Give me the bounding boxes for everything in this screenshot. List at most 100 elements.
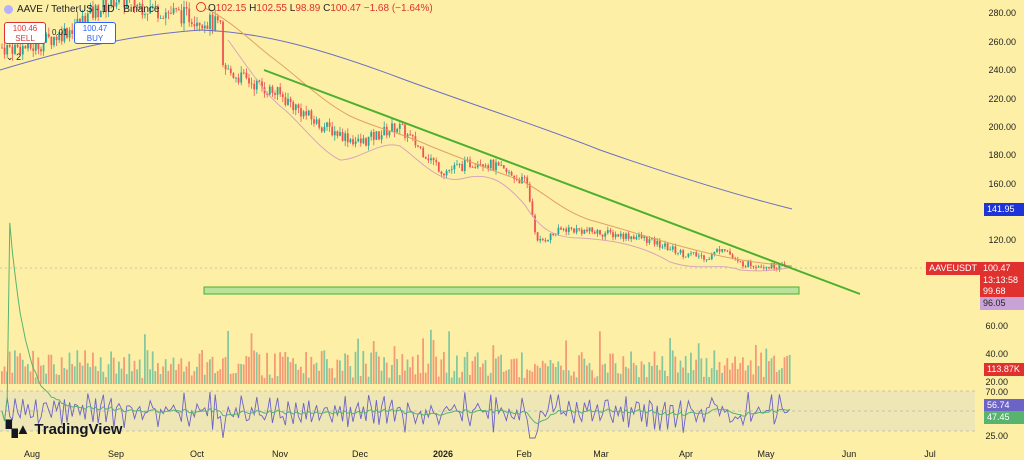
volume-bar [339,360,341,384]
volume-bar [349,366,352,384]
candle-body [487,165,490,169]
candle-body [34,41,37,51]
y-tick: 160.00 [988,179,1016,189]
volume-bar [159,373,162,384]
volume-bar [510,359,513,384]
volume-bar [328,368,331,384]
volume-bar [521,352,523,384]
candle-body [375,131,378,140]
buy-button[interactable]: 100.47 BUY [74,22,116,44]
candle-body [534,215,536,233]
symbol-legend[interactable]: AAVE / TetherUS · 1D · Binance [0,0,169,18]
volume-bar [125,374,128,384]
time-axis[interactable]: Aug Sep Oct Nov Dec 2026 Feb Mar Apr May… [24,449,936,459]
volume-bar [305,351,307,384]
volume-bar [687,372,690,384]
candle-body [66,27,68,38]
candle-body [378,131,380,140]
candle-body [557,227,560,235]
volume-bar [560,365,562,384]
volume-bar [765,348,768,384]
support-zone[interactable] [203,286,800,295]
volume-bar [630,351,632,384]
candle-body [24,45,27,49]
candle-body [495,162,497,171]
volume-bar [196,366,198,384]
volume-bar [105,377,107,384]
volume-bar [492,345,495,384]
candle-body [242,72,245,74]
volume-bar [552,363,554,384]
candle-body [690,252,692,254]
volume-bar [671,350,674,384]
volume-bar [401,354,404,384]
candle-body [86,13,89,27]
candle-body [214,16,217,31]
volume-bar [427,363,430,384]
candle-body [266,93,269,95]
candle-body [326,122,328,127]
volume-bar [190,375,193,384]
candle-body [619,233,622,237]
candle-body [349,139,352,143]
volume-bar [146,350,149,384]
candle-body [354,141,357,145]
candle-body [638,234,640,237]
volume-bar [294,363,297,384]
x-tick: Aug [24,449,40,459]
volume-bar [37,357,40,384]
symbol-title[interactable]: AAVE / TetherUS · 1D · Binance [17,3,160,15]
candle-body [664,243,666,247]
volume-bar [502,371,505,384]
volume-bar [674,356,677,384]
x-tick: Sep [108,449,124,459]
volume-bar [635,365,638,384]
volume-tag: 113.87K [984,363,1024,376]
candle-body [443,173,445,176]
candle-body [149,7,152,14]
candle-body [92,6,94,18]
candle-body [94,5,97,18]
candle-body [656,240,659,245]
volume-bar [476,352,479,384]
candle-body [183,7,185,24]
volume-bar [773,355,775,384]
candle-body [346,133,349,143]
volume-bar [736,368,739,384]
volume-bar [136,369,138,384]
last-price-tag: 100.47 [980,262,1024,275]
candle-body [372,132,375,140]
candle-body [227,68,230,70]
candle-body [580,229,583,234]
candle-body [515,179,518,181]
volume-bar [591,370,593,384]
indicators-toggle[interactable]: ⌄ 2 [6,52,21,63]
rsi-ma-line [1,222,790,425]
ma-long-line [0,29,793,210]
volume-bar [224,356,227,384]
buy-label: BUY [86,34,104,43]
volume-bar [679,360,682,384]
volume-tick: 20.00 [985,377,1008,387]
volume-bar [513,358,515,384]
candle-body [456,164,458,166]
price-axis[interactable]: 280.00 260.00 240.00 220.00 200.00 180.0… [985,8,1016,441]
y-tick: 260.00 [988,37,1016,47]
volume-bar [240,363,242,384]
candle-body [417,145,419,147]
candle-body [206,25,209,29]
volume-bar [619,373,622,384]
volume-bar [341,370,344,384]
volume-bar [788,354,791,384]
volume-bar [497,356,500,384]
volume-bar [440,359,443,384]
volume-bar [253,350,255,384]
candle-body [99,10,102,18]
volume-bar [562,370,565,384]
candle-body [11,46,14,54]
volume-bar [123,357,125,384]
candle-body [775,268,778,270]
descending-trendline[interactable] [263,69,861,295]
sell-button[interactable]: 100.46 SELL [4,22,46,44]
